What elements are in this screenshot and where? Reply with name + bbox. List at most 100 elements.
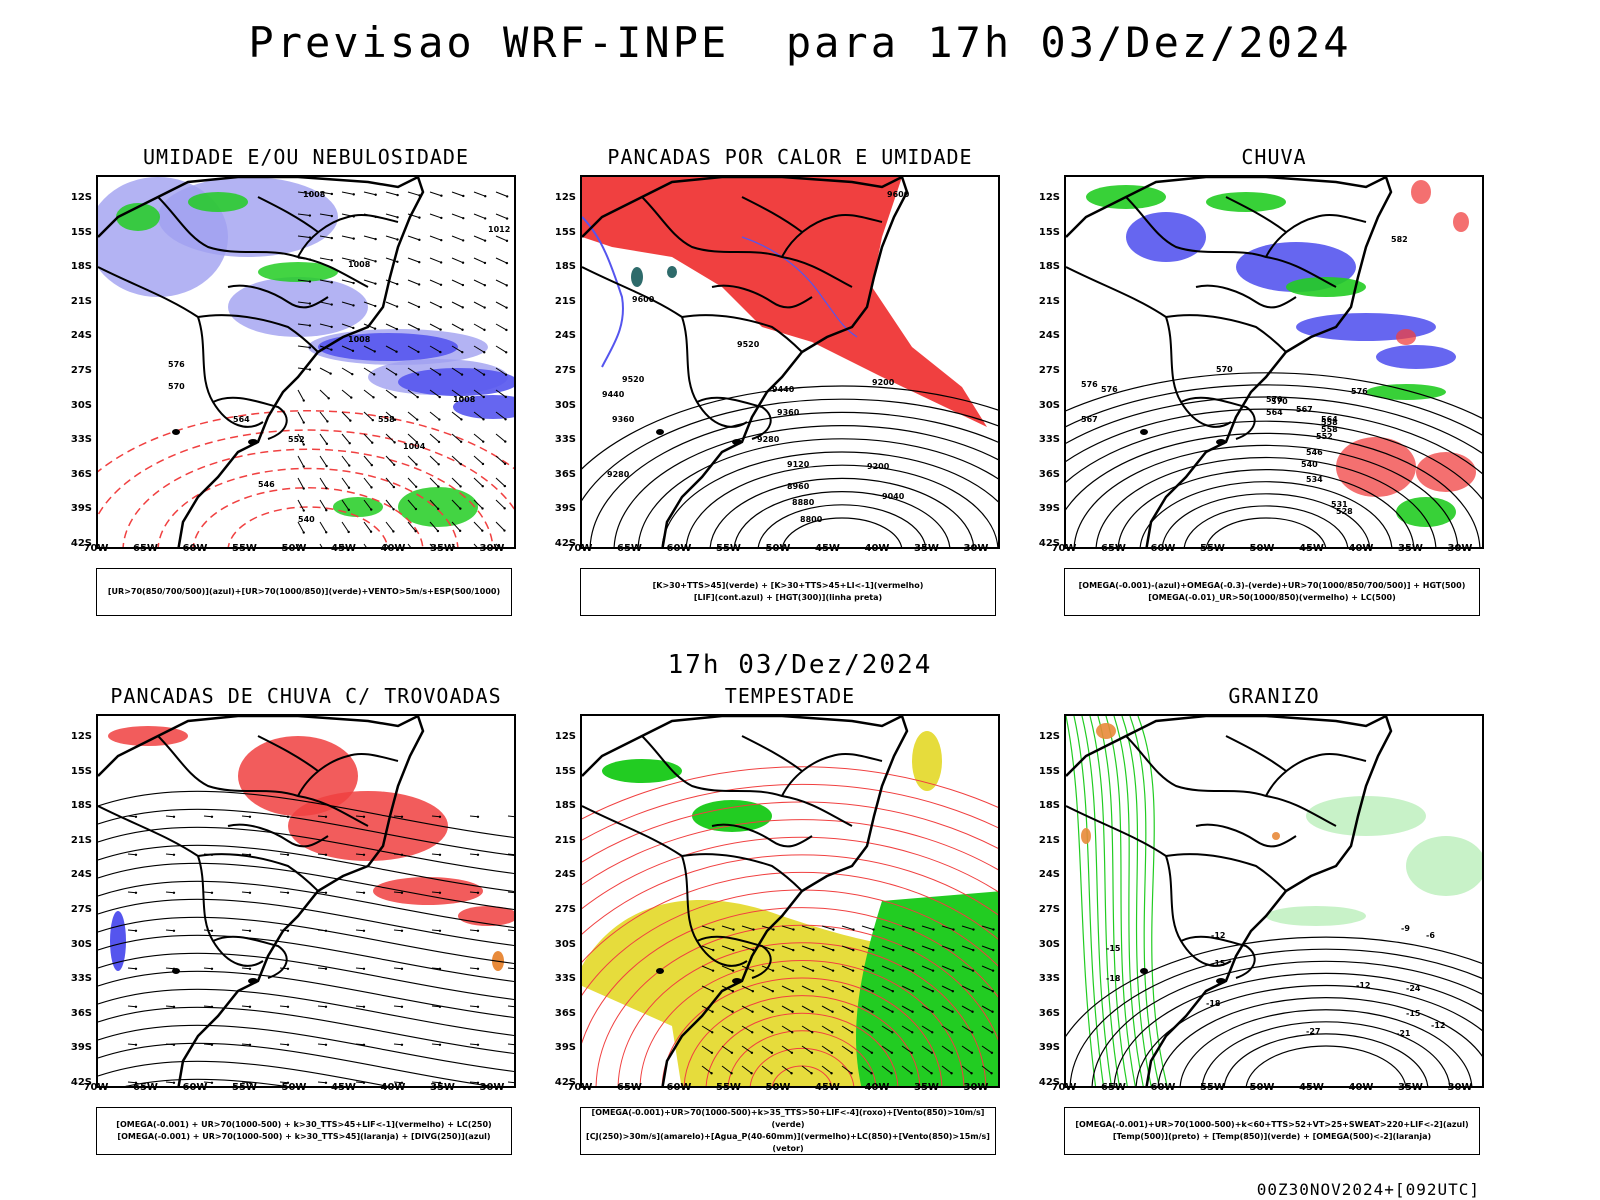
lon-tick-label: 55W bbox=[1200, 543, 1225, 554]
lon-tick-label: 30W bbox=[1447, 543, 1473, 554]
panel-legend-1: [UR>70(850/700/500)](azul)+[UR>70(1000/8… bbox=[96, 568, 512, 616]
contour-label: 540 bbox=[1301, 460, 1318, 469]
panel-title-6: GRANIZO bbox=[1228, 684, 1320, 708]
lat-tick-label: 42S bbox=[1038, 1077, 1060, 1088]
lat-tick-label: 33S bbox=[70, 973, 92, 985]
contour-label: 531 bbox=[1331, 500, 1348, 509]
contour-label: 558 bbox=[378, 415, 395, 424]
lon-tick-label: 70W bbox=[1051, 543, 1077, 554]
lat-tick-label: 36S bbox=[554, 468, 576, 480]
lat-tick-label: 39S bbox=[1038, 1042, 1060, 1054]
map-panel-2: 9600 9600 9520 9520 9440 9440 9360 9360 9280 9280… bbox=[580, 175, 1000, 549]
contour-label: 576 bbox=[1081, 380, 1098, 389]
lon-tick-label: 50W bbox=[281, 1082, 307, 1093]
contour-label: 8960 bbox=[787, 482, 810, 491]
contour-label: 9600 bbox=[632, 295, 655, 304]
lon-tick-label: 55W bbox=[232, 543, 257, 554]
legend-line: [LIF](cont.azul) + [HGT(300)](linha pret… bbox=[693, 593, 883, 602]
lon-tick-label: 35W bbox=[430, 543, 455, 554]
lat-tick-label: 21S bbox=[70, 295, 92, 307]
lon-tick-label: 65W bbox=[1101, 1082, 1126, 1093]
lat-tick-label: 12S bbox=[554, 731, 576, 742]
contour-label: 9280 bbox=[607, 470, 630, 479]
lat-tick-label: 30S bbox=[1038, 938, 1060, 950]
lon-tick-label: 45W bbox=[331, 543, 356, 554]
panel-legend-2: [K>30+TTS>45](verde) + [K>30+TTS>45+LI<-… bbox=[580, 568, 996, 616]
contour-label: 558 bbox=[1321, 425, 1338, 434]
lat-tick-label: 12S bbox=[554, 192, 576, 203]
contour-label: 552 bbox=[288, 435, 305, 444]
legend-line: [OMEGA(-0.001)+UR>70(1000-500)+k>35_TTS>… bbox=[591, 1108, 985, 1129]
lat-tick-label: 24S bbox=[70, 330, 92, 342]
lat-tick-label: 18S bbox=[1038, 261, 1060, 273]
lon-tick-label: 65W bbox=[617, 543, 642, 554]
lon-tick-label: 50W bbox=[1249, 543, 1275, 554]
lon-tick-label: 60W bbox=[182, 1082, 208, 1093]
panel-legend-6: [OMEGA(-0.001)+UR>70(1000-500)+k<60+TTS>… bbox=[1064, 1107, 1480, 1155]
contour-label: 552 bbox=[1316, 432, 1333, 441]
lat-tick-label: 18S bbox=[554, 261, 576, 273]
contour-label: 558 bbox=[1321, 418, 1338, 427]
run-footer: 00Z30NOV2024+[092UTC] bbox=[1256, 1180, 1480, 1199]
lon-tick-label: 70W bbox=[83, 543, 109, 554]
lat-tick-label: 42S bbox=[70, 538, 92, 549]
lon-tick-label: 55W bbox=[232, 1082, 257, 1093]
lon-tick-label: 30W bbox=[479, 543, 505, 554]
lat-tick-label: 12S bbox=[1038, 731, 1060, 742]
lat-tick-label: 33S bbox=[554, 434, 576, 446]
lon-tick-label: 60W bbox=[666, 543, 692, 554]
lon-tick-label: 35W bbox=[914, 1082, 939, 1093]
contour-label: -6 bbox=[1426, 931, 1435, 940]
lat-tick-label: 30S bbox=[70, 938, 92, 950]
lat-tick-label: 24S bbox=[1038, 869, 1060, 881]
contour-label: 570 bbox=[168, 382, 185, 391]
contour-label: 546 bbox=[258, 480, 275, 489]
contour-label: 570 bbox=[1216, 365, 1233, 374]
contour-label: -18 bbox=[1106, 974, 1121, 983]
contour-label: 9040 bbox=[882, 492, 905, 501]
lon-tick-label: 35W bbox=[430, 1082, 455, 1093]
lat-tick-label: 42S bbox=[554, 1077, 576, 1088]
contour-label: -27 bbox=[1306, 1027, 1320, 1036]
lon-tick-label: 40W bbox=[1348, 1082, 1374, 1093]
contour-label: 564 bbox=[233, 415, 250, 424]
lon-tick-label: 35W bbox=[1398, 1082, 1423, 1093]
map-canvas: 1008 1008 1008 1012 1008 1004 576 570 564 558 552 5… bbox=[98, 177, 514, 547]
panel-title-1: UMIDADE E/OU NEBULOSIDADE bbox=[142, 145, 470, 169]
map-panel-3: 582 576 576 570 570 567 564 558 552 546 540 534 531 5… bbox=[1064, 175, 1484, 549]
lon-tick-label: 50W bbox=[765, 1082, 791, 1093]
lat-tick-label: 27S bbox=[554, 365, 576, 376]
lon-tick-label: 65W bbox=[1101, 543, 1126, 554]
lat-tick-label: 33S bbox=[1038, 973, 1060, 985]
contour-label: 9520 bbox=[622, 375, 645, 384]
lat-tick-label: 21S bbox=[70, 834, 92, 846]
lat-tick-label: 24S bbox=[70, 869, 92, 881]
map-panel-5 bbox=[580, 714, 1000, 1088]
lon-tick-label: 45W bbox=[1299, 1082, 1324, 1093]
contour-label: 9280 bbox=[757, 435, 780, 444]
lat-tick-label: 33S bbox=[1038, 434, 1060, 446]
contour-label: 564 bbox=[1266, 408, 1283, 417]
lon-tick-label: 60W bbox=[666, 1082, 692, 1093]
lat-tick-label: 15S bbox=[554, 765, 576, 777]
contour-label: -15 bbox=[1211, 959, 1226, 968]
contour-label: 8880 bbox=[792, 498, 815, 507]
contour-label: 570 bbox=[1266, 395, 1283, 404]
lon-tick-label: 45W bbox=[815, 1082, 840, 1093]
contour-label: 9120 bbox=[787, 460, 810, 469]
contour-label: 8800 bbox=[800, 515, 823, 524]
contour-label: 9440 bbox=[772, 385, 795, 394]
map-canvas: -12 -15 -15 -18 -18 -21 -24 -27 -12 -9 -6 -12 -15 bbox=[1066, 716, 1482, 1086]
lat-tick-label: 18S bbox=[554, 800, 576, 812]
lon-tick-label: 50W bbox=[765, 543, 791, 554]
contour-label: 1008 bbox=[348, 335, 371, 344]
legend-line: [OMEGA(-0.001)+UR>70(1000-500)+k<60+TTS>… bbox=[1075, 1120, 1469, 1129]
lon-tick-label: 60W bbox=[1150, 543, 1176, 554]
lat-tick-label: 21S bbox=[554, 295, 576, 307]
lat-tick-label: 15S bbox=[1038, 226, 1060, 238]
lon-tick-label: 65W bbox=[133, 543, 158, 554]
contour-label: 570 bbox=[1271, 397, 1288, 406]
contour-label: 9200 bbox=[867, 462, 890, 471]
contour-label: 9440 bbox=[602, 390, 625, 399]
contour-label: -24 bbox=[1406, 984, 1421, 993]
